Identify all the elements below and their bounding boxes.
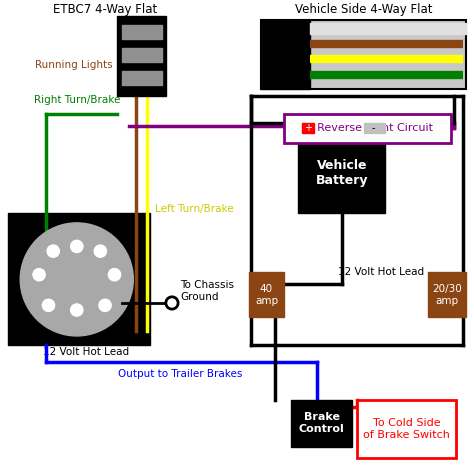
Circle shape: [166, 297, 178, 309]
Text: Left Turn/Brake: Left Turn/Brake: [155, 204, 233, 214]
Text: Brake
Control: Brake Control: [299, 412, 345, 434]
Bar: [121, 71, 162, 85]
Bar: [121, 25, 162, 39]
Bar: [121, 48, 162, 62]
Bar: [428, 273, 465, 317]
Bar: [117, 16, 166, 96]
Bar: [298, 133, 385, 213]
Text: Right Turn/Brake: Right Turn/Brake: [35, 95, 121, 105]
Text: Vehicle
Battery: Vehicle Battery: [316, 159, 368, 187]
Bar: [302, 123, 314, 133]
Text: 12 Volt Hot Lead: 12 Volt Hot Lead: [337, 267, 424, 277]
Circle shape: [42, 299, 55, 311]
Text: Running Lights: Running Lights: [35, 60, 112, 70]
Circle shape: [33, 269, 45, 281]
Text: ETBC7 4-Way Flat: ETBC7 4-Way Flat: [53, 3, 157, 17]
Text: 12 Volt Hot Lead: 12 Volt Hot Lead: [43, 347, 129, 357]
Text: -: -: [372, 123, 375, 133]
Bar: [364, 123, 385, 133]
Bar: [261, 20, 465, 89]
Bar: [357, 400, 456, 458]
Text: To Cold Side
of Brake Switch: To Cold Side of Brake Switch: [363, 418, 450, 440]
Circle shape: [109, 269, 120, 281]
Bar: [310, 23, 465, 35]
Bar: [284, 114, 451, 143]
Bar: [261, 20, 310, 89]
Circle shape: [47, 245, 59, 257]
Circle shape: [20, 223, 133, 336]
Text: +: +: [304, 123, 312, 133]
Text: To Chassis
Ground: To Chassis Ground: [181, 281, 235, 302]
Text: Vehicle Side 4-Way Flat: Vehicle Side 4-Way Flat: [295, 3, 433, 17]
Circle shape: [71, 240, 83, 253]
Text: 40
amp: 40 amp: [255, 284, 278, 306]
Circle shape: [99, 299, 111, 311]
Bar: [249, 273, 284, 317]
Text: 20/30
amp: 20/30 amp: [432, 284, 462, 306]
Circle shape: [94, 245, 107, 257]
Text: Output to Trailer Brakes: Output to Trailer Brakes: [118, 369, 243, 379]
Bar: [9, 213, 150, 346]
Circle shape: [71, 304, 83, 316]
Text: To Reverse Light Circuit: To Reverse Light Circuit: [302, 123, 433, 133]
Bar: [291, 400, 353, 447]
